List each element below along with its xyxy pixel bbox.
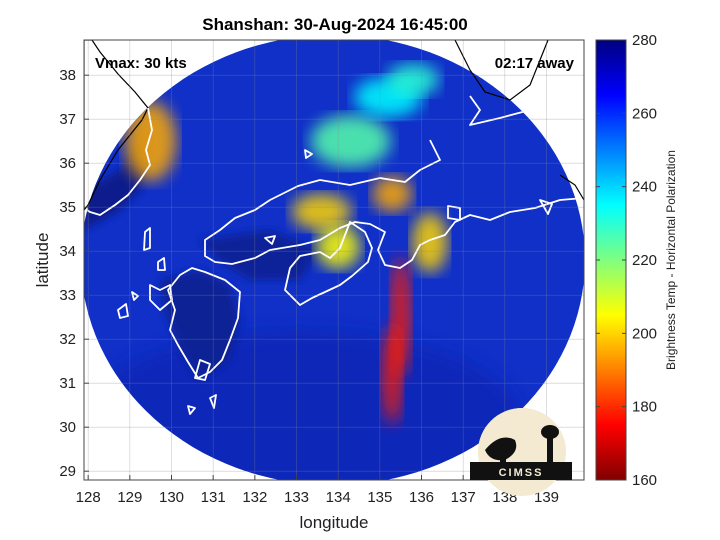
y-tick-label: 31	[59, 375, 76, 392]
east-coast-outside	[559, 174, 584, 201]
honshu-north-coast-outside	[454, 40, 549, 101]
tb-feature	[124, 101, 177, 182]
koshiki	[194, 359, 211, 381]
inland-island-a	[264, 235, 276, 245]
x-tick-label: 137	[451, 489, 476, 506]
x-axis-label: longitude	[299, 513, 368, 532]
x-tick-label: 130	[159, 489, 184, 506]
colorbar: 160 180 200 220 240 260 280 Brightness Temp - …	[595, 32, 678, 489]
cb-tick-label: 160	[632, 472, 657, 489]
coastline-layer	[84, 95, 584, 415]
y-tick-label: 29	[59, 463, 76, 480]
tb-feature	[372, 176, 413, 212]
korea-coast-outside	[84, 40, 149, 211]
colorbar-gradient	[595, 39, 627, 481]
oki-island	[304, 149, 313, 159]
x-tick-label: 131	[201, 489, 226, 506]
x-tick-label: 136	[409, 489, 434, 506]
logo-dish-icon	[485, 437, 517, 461]
feature-layer	[124, 63, 448, 425]
tb-feature	[411, 212, 448, 273]
time-away-annotation: 02:17 away	[495, 55, 575, 72]
korea-coast	[84, 107, 153, 216]
cimss-logo: CIMSS	[470, 408, 572, 496]
cb-tick-label: 220	[632, 252, 657, 269]
cb-tick-label: 260	[632, 105, 657, 122]
y-tick-label: 35	[59, 199, 76, 216]
y-axis-label: latitude	[33, 233, 52, 288]
axes-frame	[83, 39, 585, 481]
cb-tick-label: 280	[632, 32, 657, 49]
x-tick-label: 133	[284, 489, 309, 506]
vmax-annotation: Vmax: 30 kts	[95, 55, 187, 72]
y-tick-label: 37	[59, 111, 76, 128]
outside-land	[84, 40, 584, 211]
x-tick-label: 134	[326, 489, 351, 506]
swath-layer	[84, 40, 584, 480]
colorbar-ticks: 160 180 200 220 240 260 280	[596, 32, 657, 489]
colorbar-label: Brightness Temp - Horizontal Polarizatio…	[664, 150, 678, 370]
y-tick-label: 38	[59, 67, 76, 84]
y-ticks: 29 30 31 32 33 34 35 36 37 38	[59, 67, 89, 480]
tb-feature	[382, 324, 403, 425]
logo-text: CIMSS	[499, 467, 544, 479]
y-tick-label: 32	[59, 331, 76, 348]
logo-tower-tank-icon	[541, 425, 559, 439]
tsushima	[143, 227, 151, 251]
chart-title: Shanshan: 30-Aug-2024 16:45:00	[202, 15, 468, 34]
honshu-south-coast	[204, 139, 584, 269]
kii-coast-a	[447, 205, 461, 221]
tb-feature	[291, 193, 352, 230]
shikoku-coast	[284, 221, 373, 306]
cb-tick-label: 240	[632, 179, 657, 196]
izu-coast	[539, 199, 553, 215]
logo-dish-stand	[500, 455, 506, 467]
tb-feature	[387, 63, 440, 96]
x-tick-label: 128	[76, 489, 101, 506]
goto-island	[117, 303, 129, 319]
cb-tick-label: 200	[632, 325, 657, 342]
logo-base	[470, 462, 572, 480]
yakushima	[187, 405, 196, 415]
y-tick-label: 30	[59, 419, 76, 436]
y-tick-label: 33	[59, 287, 76, 304]
x-tick-label: 132	[242, 489, 267, 506]
plot-area	[84, 40, 584, 480]
x-tick-label: 135	[367, 489, 392, 506]
tanegashima	[209, 394, 217, 409]
x-tick-label: 139	[534, 489, 559, 506]
logo-tower-leg	[547, 438, 553, 466]
tb-feature	[310, 115, 391, 168]
y-tick-label: 34	[59, 243, 76, 260]
island-a	[131, 291, 139, 301]
x-ticks: 128 129 130 131 132 133 134 135 136 137 138 139	[76, 475, 559, 506]
x-tick-label: 129	[117, 489, 142, 506]
kyushu-land	[160, 270, 240, 380]
iki	[157, 257, 166, 271]
cb-tick-label: 180	[632, 399, 657, 416]
y-tick-label: 36	[59, 155, 76, 172]
nagasaki-coast	[149, 284, 173, 311]
